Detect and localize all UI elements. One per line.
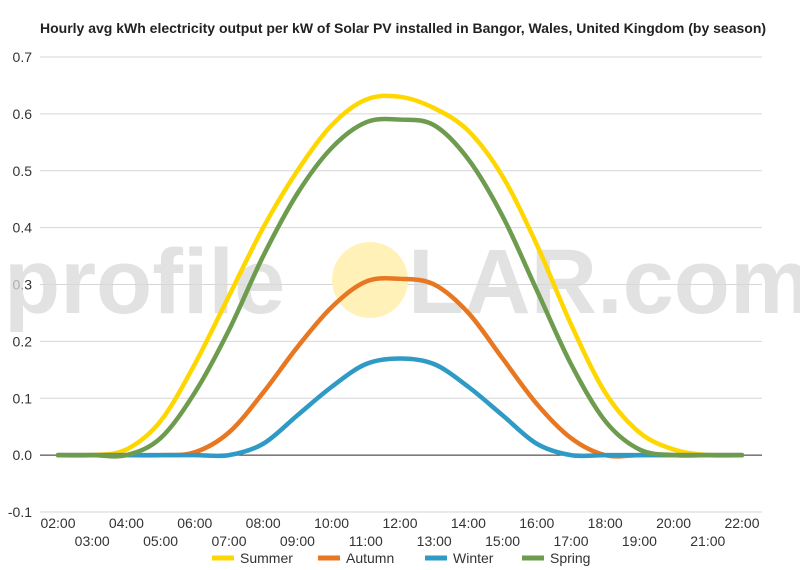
- x-tick-label: 21:00: [690, 533, 725, 549]
- x-tick-label: 09:00: [280, 533, 315, 549]
- x-tick-label: 04:00: [109, 515, 144, 531]
- x-tick-label: 12:00: [382, 515, 417, 531]
- y-tick-label: 0.7: [13, 49, 33, 65]
- x-tick-label: 15:00: [485, 533, 520, 549]
- x-tick-label: 02:00: [40, 515, 75, 531]
- x-tick-label: 17:00: [553, 533, 588, 549]
- x-tick-label: 19:00: [622, 533, 657, 549]
- legend-label-winter: Winter: [453, 550, 494, 566]
- x-tick-label: 06:00: [177, 515, 212, 531]
- x-tick-label: 03:00: [75, 533, 110, 549]
- x-tick-label: 08:00: [246, 515, 281, 531]
- legend-label-summer: Summer: [240, 550, 293, 566]
- legend-label-spring: Spring: [550, 550, 590, 566]
- x-tick-label: 14:00: [451, 515, 486, 531]
- x-tick-label: 20:00: [656, 515, 691, 531]
- x-tick-label: 16:00: [519, 515, 554, 531]
- x-tick-label: 22:00: [724, 515, 759, 531]
- y-tick-label: -0.1: [8, 504, 32, 520]
- y-tick-label: 0.1: [13, 390, 33, 406]
- y-tick-label: 0.0: [13, 447, 33, 463]
- y-tick-label: 0.2: [13, 333, 33, 349]
- legend-label-autumn: Autumn: [346, 550, 394, 566]
- y-tick-label: 0.6: [13, 106, 33, 122]
- y-tick-label: 0.3: [13, 277, 33, 293]
- y-tick-label: 0.5: [13, 163, 33, 179]
- watermark-text-left: profile: [4, 231, 285, 333]
- x-tick-label: 18:00: [588, 515, 623, 531]
- series-line-spring: [55, 116, 745, 459]
- series-lines: [55, 93, 745, 459]
- series-line-winter: [55, 356, 745, 459]
- y-axis-ticks: -0.1 0.0 0.1 0.2 0.3 0.4 0.5 0.6 0.7: [8, 49, 32, 520]
- x-tick-label: 07:00: [211, 533, 246, 549]
- watermark-text-right: LAR.com: [408, 231, 800, 333]
- x-tick-label: 10:00: [314, 515, 349, 531]
- chart-title: Hourly avg kWh electricity output per kW…: [40, 20, 766, 36]
- y-tick-label: 0.4: [13, 220, 33, 236]
- series-line-summer: [55, 93, 745, 458]
- x-tick-label: 05:00: [143, 533, 178, 549]
- legend: Summer Autumn Winter Spring: [212, 550, 590, 566]
- x-tick-label: 13:00: [417, 533, 452, 549]
- profilesolar-watermark: profile LAR.com: [4, 231, 800, 333]
- x-tick-label: 11:00: [349, 533, 383, 549]
